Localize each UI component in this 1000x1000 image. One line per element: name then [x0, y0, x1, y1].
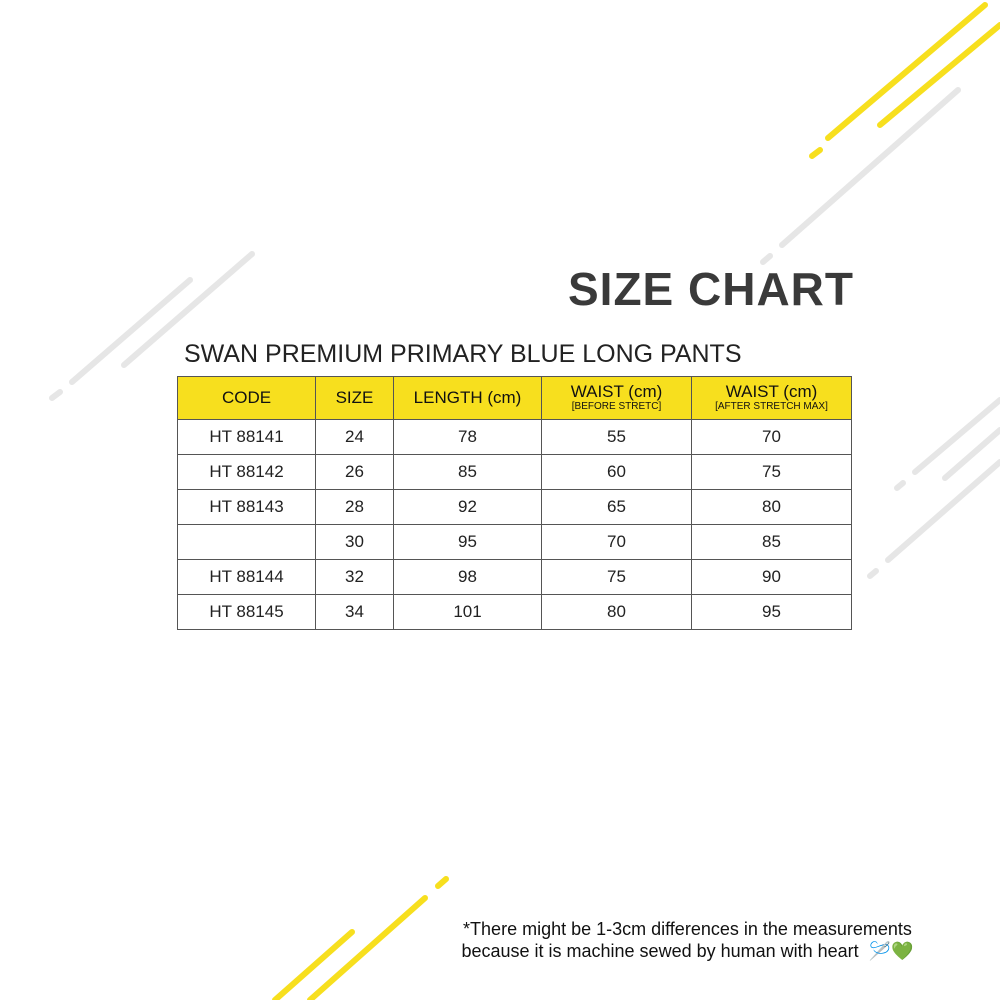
cell-length: 95: [393, 524, 542, 560]
grey-stripe: [942, 427, 1000, 481]
cell-waist-after: 90: [691, 559, 852, 595]
cell-code: [177, 524, 316, 560]
grey-stripe: [779, 87, 961, 248]
cell-code: HT 88143: [177, 489, 316, 525]
cell-waist-after: 80: [691, 489, 852, 525]
cell-size: 34: [315, 594, 394, 630]
header-waist-after: WAIST (cm) [AFTER STRETCH MAX]: [691, 376, 852, 420]
cell-waist-before: 70: [541, 524, 692, 560]
yellow-stripe: [825, 2, 988, 141]
yellow-stripe: [877, 22, 1000, 128]
cell-code: HT 88141: [177, 419, 316, 455]
table-row: HT 88143 28 92 65 80: [177, 489, 852, 525]
table-row: HT 88145 34 101 80 95: [177, 594, 852, 630]
cell-size: 30: [315, 524, 394, 560]
grey-stripe: [760, 253, 773, 265]
cell-waist-after: 70: [691, 419, 852, 455]
cell-size: 26: [315, 454, 394, 490]
grey-stripe: [885, 459, 1000, 563]
header-length: LENGTH (cm): [393, 376, 542, 420]
header-waist-before: WAIST (cm) [BEFORE STRETC]: [541, 376, 692, 420]
table-header-row: CODE SIZE LENGTH (cm) WAIST (cm) [BEFORE …: [177, 376, 852, 420]
cell-size: 24: [315, 419, 394, 455]
table-row: HT 88142 26 85 60 75: [177, 454, 852, 490]
cell-length: 78: [393, 419, 542, 455]
cell-waist-before: 65: [541, 489, 692, 525]
grey-stripe: [121, 251, 255, 368]
cell-length: 101: [393, 594, 542, 630]
yellow-stripe: [272, 929, 355, 1000]
cell-waist-after: 85: [691, 524, 852, 560]
cell-waist-before: 75: [541, 559, 692, 595]
size-table: CODE SIZE LENGTH (cm) WAIST (cm) [BEFORE …: [177, 376, 852, 630]
cell-size: 32: [315, 559, 394, 595]
note-line-1: *There might be 1-3cm differences in the…: [463, 919, 912, 939]
cell-waist-before: 55: [541, 419, 692, 455]
cell-code: HT 88145: [177, 594, 316, 630]
header-code: CODE: [177, 376, 316, 420]
yellow-stripe: [809, 147, 823, 159]
cell-waist-after: 75: [691, 454, 852, 490]
cell-code: HT 88142: [177, 454, 316, 490]
disclaimer-note: *There might be 1-3cm differences in the…: [430, 918, 945, 962]
cell-waist-before: 80: [541, 594, 692, 630]
grey-stripe: [867, 568, 879, 579]
page-title: SIZE CHART: [568, 263, 854, 315]
yellow-stripe: [435, 876, 449, 889]
header-size: SIZE: [315, 376, 394, 420]
cell-waist-before: 60: [541, 454, 692, 490]
cell-length: 92: [393, 489, 542, 525]
note-line-2: because it is machine sewed by human wit…: [461, 941, 859, 961]
grey-stripe: [69, 277, 193, 385]
yellow-stripe: [307, 895, 428, 1000]
cell-size: 28: [315, 489, 394, 525]
grey-stripe: [912, 397, 1000, 475]
grey-stripe: [894, 480, 906, 491]
table-row: HT 88141 24 78 55 70: [177, 419, 852, 455]
cell-code: HT 88144: [177, 559, 316, 595]
table-row: 30 95 70 85: [177, 524, 852, 560]
grey-stripe: [49, 389, 63, 401]
product-name: SWAN PREMIUM PRIMARY BLUE LONG PANTS: [184, 340, 742, 368]
table-row: HT 88144 32 98 75 90: [177, 559, 852, 595]
cell-waist-after: 95: [691, 594, 852, 630]
cell-length: 85: [393, 454, 542, 490]
needle-heart-emoji: 🪡💚: [868, 941, 914, 961]
cell-length: 98: [393, 559, 542, 595]
